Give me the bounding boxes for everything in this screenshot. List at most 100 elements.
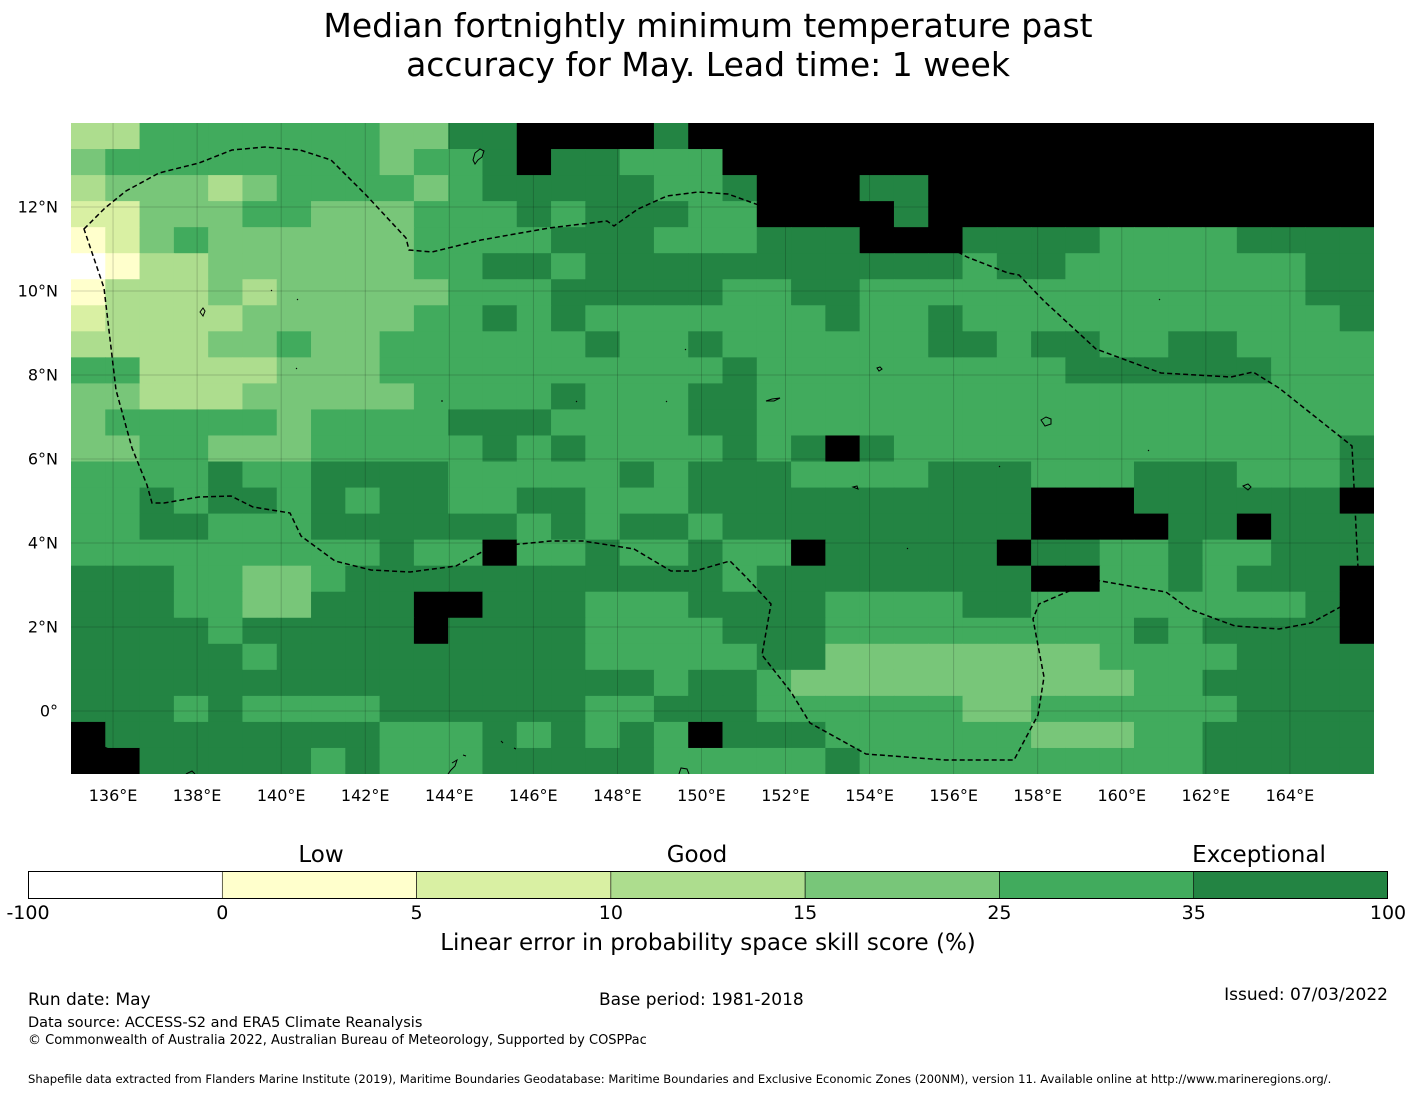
map-cell <box>996 461 1032 489</box>
map-cell <box>105 149 141 176</box>
map-cell <box>996 201 1032 228</box>
map-cell <box>1236 253 1272 280</box>
longitude-tick-label: 156°E <box>929 786 978 805</box>
map-cell <box>448 123 484 150</box>
map-cell <box>413 149 449 176</box>
map-cell <box>825 617 861 645</box>
colorbar-swatch <box>1193 871 1388 899</box>
map-cell <box>1271 513 1307 541</box>
map-cell <box>1099 539 1135 567</box>
island-chuuk <box>1040 416 1052 427</box>
map-cell <box>1202 487 1238 515</box>
map-cell <box>1031 227 1066 254</box>
map-cell <box>413 123 449 150</box>
map-cell <box>722 695 758 723</box>
map-cell <box>893 695 929 723</box>
map-cell <box>585 695 621 723</box>
map-cell <box>71 331 106 358</box>
map-cell <box>996 513 1032 541</box>
map-cell <box>242 539 278 567</box>
map-cell <box>619 669 655 697</box>
map-cell <box>859 279 895 306</box>
map-cell <box>1031 201 1066 228</box>
map-cell <box>173 253 209 280</box>
map-cell <box>859 331 895 358</box>
map-cell <box>448 539 484 567</box>
map-cell <box>859 201 895 228</box>
map-cell <box>1065 461 1101 489</box>
map-cell <box>688 123 724 150</box>
map-cell <box>825 149 861 176</box>
map-cell <box>1202 591 1238 619</box>
map-cell <box>1168 227 1204 254</box>
map-cell <box>1168 201 1204 228</box>
map-cell <box>893 435 929 463</box>
map-cell <box>619 747 655 774</box>
map-cell <box>379 669 415 697</box>
map-cell <box>105 383 141 411</box>
map-cell <box>71 383 106 411</box>
latitude-tick-label: 10°N <box>17 281 58 301</box>
map-cell <box>1133 669 1169 697</box>
map-cell <box>448 149 484 176</box>
map-cell <box>1031 513 1066 541</box>
map-cell <box>1065 487 1101 515</box>
map-cell <box>1305 565 1341 593</box>
map-cell <box>996 123 1032 150</box>
map-cell <box>928 201 964 228</box>
map-cell <box>859 643 895 671</box>
map-cell <box>619 617 655 645</box>
longitude-tick-label: 154°E <box>845 786 894 805</box>
map-cell <box>1339 487 1374 515</box>
map-cell <box>1236 383 1272 411</box>
map-cell <box>1031 357 1066 384</box>
map-cell <box>482 487 518 515</box>
map-cell <box>928 383 964 411</box>
map-cell <box>413 513 449 541</box>
map-cell <box>688 539 724 567</box>
map-cell <box>208 435 244 463</box>
map-cell <box>1133 227 1169 254</box>
map-cell <box>139 357 175 384</box>
map-cell <box>1339 253 1374 280</box>
map-cell <box>1099 721 1135 749</box>
longitude-tick-label: 164°E <box>1265 786 1315 805</box>
map-cell <box>791 383 826 411</box>
map-cell <box>859 539 895 567</box>
map-cell <box>311 487 346 515</box>
map-cell <box>1339 565 1374 593</box>
map-cell <box>859 591 895 619</box>
map-cell <box>996 643 1032 671</box>
map-cell <box>928 591 964 619</box>
map-cell <box>413 643 449 671</box>
map-cell <box>379 279 415 306</box>
map-cell <box>448 591 484 619</box>
map-cell <box>893 201 929 228</box>
map-cell <box>1168 669 1204 697</box>
map-cell <box>1305 279 1341 306</box>
map-cell <box>962 227 998 254</box>
map-cell <box>1202 175 1238 202</box>
map-cell <box>379 565 415 593</box>
map-cell <box>722 747 758 774</box>
map-cell <box>482 331 518 358</box>
map-cell <box>791 591 826 619</box>
map-cell <box>1271 123 1307 150</box>
map-cell <box>208 357 244 384</box>
map-cell <box>619 149 655 176</box>
map-cell <box>1031 643 1066 671</box>
map-cell <box>996 565 1032 593</box>
map-cell <box>653 461 689 489</box>
island-small-1 <box>270 217 1355 550</box>
map-cell <box>105 253 141 280</box>
map-cell <box>928 331 964 358</box>
map-cell <box>242 435 278 463</box>
map-cell <box>1305 383 1341 411</box>
map-cell <box>516 409 552 437</box>
map-cell <box>1236 149 1272 176</box>
map-cell <box>791 617 826 645</box>
latitude-tick-label: 4°N <box>27 533 58 553</box>
map-cell <box>653 357 689 384</box>
map-cell <box>71 539 106 567</box>
map-cell <box>1099 175 1135 202</box>
